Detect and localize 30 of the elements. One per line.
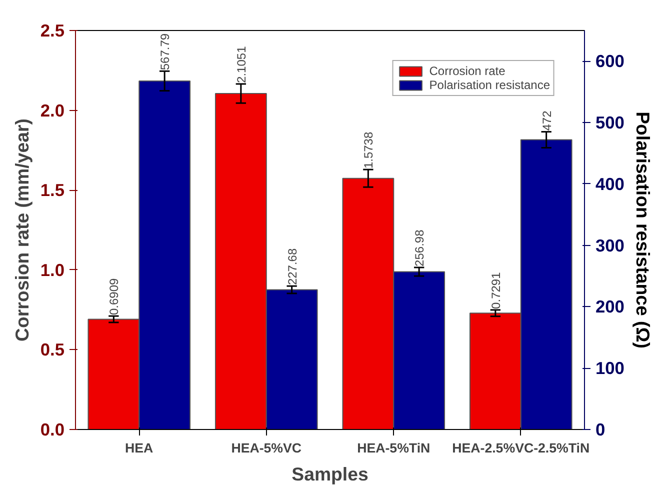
legend-label: Polarisation resistance [429, 78, 550, 92]
y-tick-label: 0.5 [40, 340, 65, 360]
y2-tick-label: 200 [596, 296, 624, 317]
y2-axis-title: Polarisation resistance (Ω) [632, 112, 654, 348]
data-label: 256.98 [412, 229, 427, 266]
y2-tick-label: 100 [596, 358, 624, 378]
y2-tick-label: 500 [596, 112, 624, 133]
y2-tick-label: 300 [596, 235, 624, 256]
y2-tick-label: 0 [596, 420, 606, 440]
legend-label: Corrosion rate [429, 64, 506, 78]
data-label: 567.79 [158, 33, 172, 70]
y-tick-label: 1.0 [40, 260, 65, 280]
x-tick-label: HEA-5%TiN [357, 440, 430, 456]
x-tick-label: HEA-2.5%VC-2.5%TiN [452, 440, 590, 456]
y-tick-label: 1.5 [40, 180, 65, 200]
data-label: 472 [540, 110, 554, 131]
y2-tick-label: 400 [596, 174, 624, 194]
y-tick-label: 2.5 [40, 20, 65, 40]
data-label: 1.5738 [362, 132, 376, 169]
y-tick-label: 0.0 [40, 420, 65, 440]
data-label: 2.1051 [234, 46, 248, 83]
data-label: 0.7291 [488, 272, 503, 309]
y2-tick-label: 600 [596, 51, 624, 72]
y-axis-title: Corrosion rate (mm/year) [11, 118, 32, 342]
x-tick-label: HEA [125, 440, 154, 456]
y-tick-label: 2.0 [40, 100, 65, 120]
data-label: 0.6909 [107, 278, 122, 316]
data-label: 227.68 [285, 248, 300, 286]
x-axis-title: Samples [292, 464, 368, 484]
x-tick-label: HEA-5%VC [231, 440, 302, 456]
